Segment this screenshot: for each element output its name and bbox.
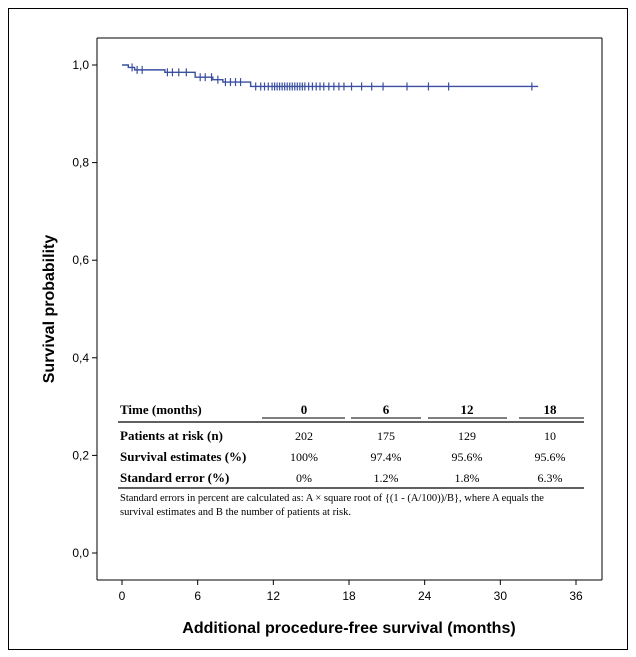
table-row-se-6: 1.2%: [374, 471, 399, 485]
table-header-time: Time (months): [120, 402, 202, 417]
x-tick-label: 24: [418, 589, 432, 603]
x-tick-label: 6: [194, 589, 201, 603]
y-axis-title: Survival probability: [41, 235, 58, 384]
table-row-se-18: 6.3%: [538, 471, 563, 485]
table-row-est-0: 100%: [290, 450, 318, 464]
table-row-se-label: Standard error (%): [120, 470, 229, 485]
y-tick-label: 0,4: [72, 351, 89, 365]
survival-line: [122, 64, 539, 88]
x-tick-label: 30: [494, 589, 508, 603]
x-tick-label: 0: [119, 589, 126, 603]
table-row-est-12: 95.6%: [452, 450, 483, 464]
y-tick-label: 1,0: [72, 58, 89, 72]
y-tick-label: 0,8: [72, 156, 89, 170]
chart-frame: [8, 8, 628, 650]
table-row-risk-label: Patients at risk (n): [120, 428, 223, 443]
y-tick-label: 0,2: [72, 448, 89, 462]
x-axis-title: Additional procedure-free survival (mont…: [182, 620, 515, 637]
x-tick-label: 36: [569, 589, 583, 603]
table-note-line2: survival estimates and B the number of p…: [120, 507, 351, 518]
table-header-0: 0: [301, 402, 308, 417]
table-row-se-12: 1.8%: [455, 471, 480, 485]
table-row-risk-12: 129: [458, 429, 476, 443]
table-row-est-label: Survival estimates (%): [120, 449, 246, 464]
y-tick-label: 0,6: [72, 253, 89, 267]
table-row-risk-6: 175: [377, 429, 395, 443]
table-row-se-0: 0%: [296, 471, 312, 485]
table-row-est-6: 97.4%: [371, 450, 402, 464]
table-header-6: 6: [383, 402, 390, 417]
y-ticks: 0,0 0,2 0,4 0,6 0,8 1,0: [72, 58, 97, 560]
table-row-est-18: 95.6%: [535, 450, 566, 464]
table-note-line1: Standard errors in percent are calculate…: [120, 493, 544, 504]
x-tick-label: 12: [267, 589, 281, 603]
censor-marks: [131, 63, 533, 91]
table-row-risk-0: 202: [295, 429, 313, 443]
table-header-12: 12: [461, 402, 474, 417]
life-table: Time (months) 0 6 12 18 Patients at risk…: [118, 402, 584, 518]
y-tick-label: 0,0: [72, 546, 89, 560]
table-header-18: 18: [544, 402, 558, 417]
x-tick-label: 18: [342, 589, 356, 603]
table-row-risk-18: 10: [544, 429, 556, 443]
x-ticks: 0 6 12 18 24 30 36: [119, 580, 583, 603]
